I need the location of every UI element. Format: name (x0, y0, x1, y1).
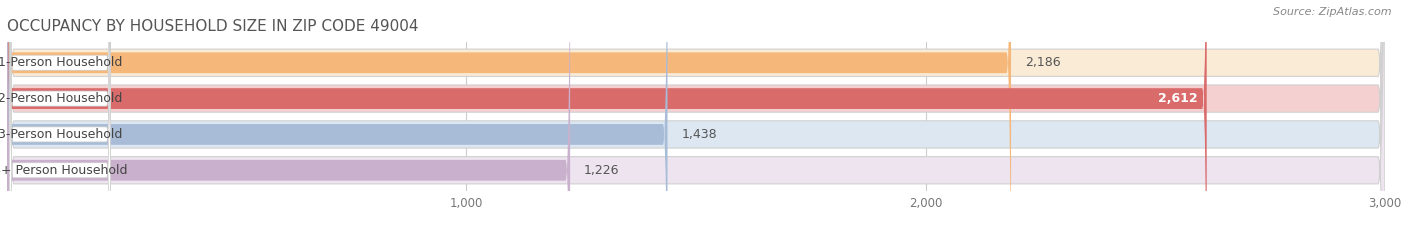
FancyBboxPatch shape (10, 0, 110, 233)
FancyBboxPatch shape (7, 0, 1385, 233)
FancyBboxPatch shape (10, 0, 110, 233)
Text: 2,612: 2,612 (1159, 92, 1198, 105)
Text: OCCUPANCY BY HOUSEHOLD SIZE IN ZIP CODE 49004: OCCUPANCY BY HOUSEHOLD SIZE IN ZIP CODE … (7, 19, 419, 34)
FancyBboxPatch shape (7, 0, 1385, 233)
Text: 4+ Person Household: 4+ Person Household (0, 164, 127, 177)
FancyBboxPatch shape (7, 0, 569, 233)
FancyBboxPatch shape (10, 0, 110, 233)
FancyBboxPatch shape (10, 0, 110, 233)
FancyBboxPatch shape (7, 0, 1385, 233)
Text: 1,438: 1,438 (682, 128, 717, 141)
FancyBboxPatch shape (7, 0, 668, 233)
Text: 3-Person Household: 3-Person Household (0, 128, 122, 141)
FancyBboxPatch shape (7, 0, 1206, 233)
Text: Source: ZipAtlas.com: Source: ZipAtlas.com (1274, 7, 1392, 17)
Text: 1-Person Household: 1-Person Household (0, 56, 122, 69)
Text: 2,186: 2,186 (1025, 56, 1060, 69)
Text: 1,226: 1,226 (583, 164, 620, 177)
Text: 2-Person Household: 2-Person Household (0, 92, 122, 105)
FancyBboxPatch shape (7, 0, 1011, 233)
FancyBboxPatch shape (7, 0, 1385, 233)
